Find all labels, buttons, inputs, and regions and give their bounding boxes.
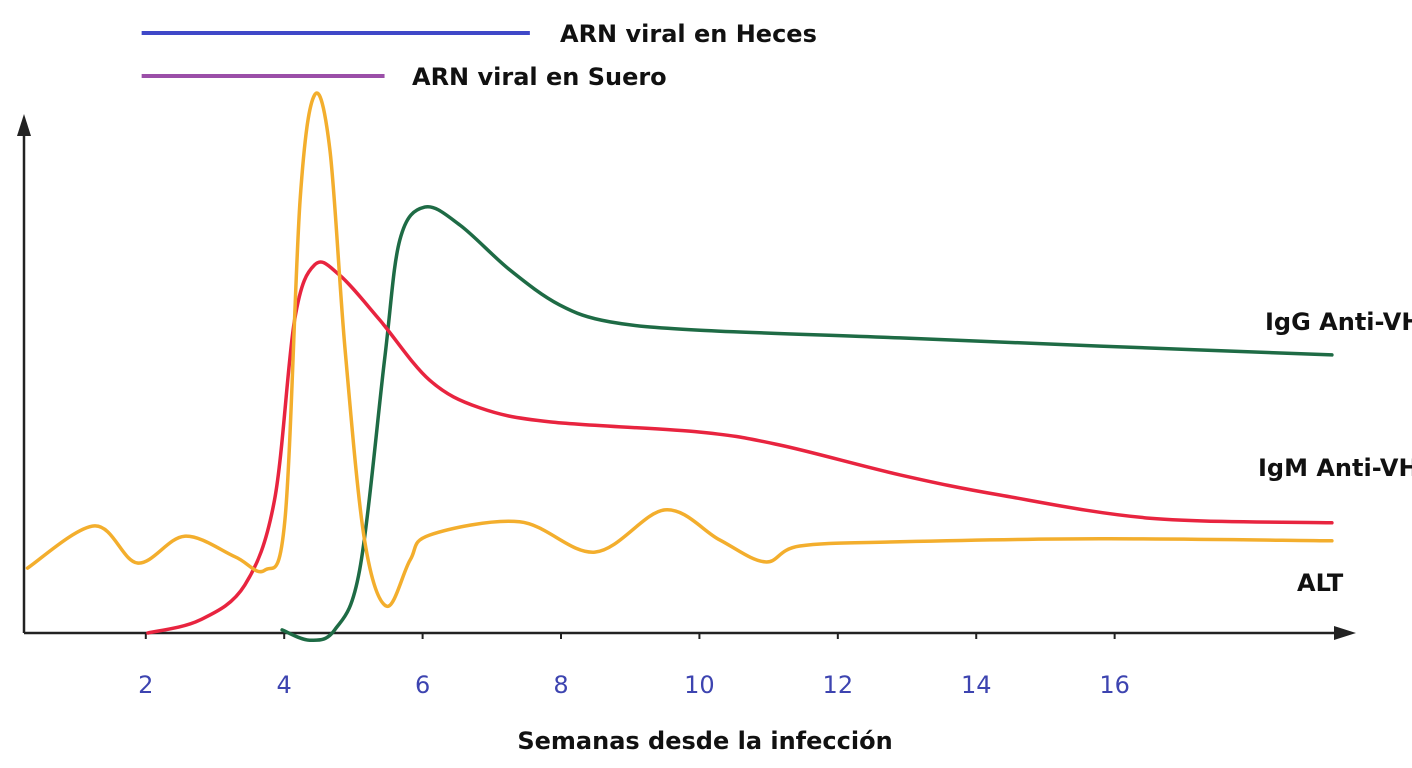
- x-tick-label: 16: [1099, 671, 1130, 699]
- x-tick-label: 8: [553, 671, 568, 699]
- series-line: [280, 204, 1334, 642]
- x-tick-label: 6: [415, 671, 430, 699]
- x-tick-label: 10: [684, 671, 715, 699]
- series-label: ALT: [1297, 569, 1344, 597]
- series-label: IgM Anti-VHE: [1258, 454, 1412, 482]
- series-line: [25, 91, 1334, 608]
- series-label: IgG Anti-VHE: [1265, 308, 1412, 336]
- x-tick-label: 4: [277, 671, 292, 699]
- x-tick-label: 14: [961, 671, 992, 699]
- x-tick-label: 2: [138, 671, 153, 699]
- x-axis-label: Semanas desde la infección: [517, 727, 892, 755]
- series-line: [146, 260, 1334, 635]
- range-label: ARN viral en Heces: [560, 20, 817, 48]
- x-tick-label: 12: [823, 671, 854, 699]
- x-axis-arrow: [1334, 626, 1356, 640]
- y-axis-arrow: [17, 114, 31, 136]
- range-label: ARN viral en Suero: [412, 63, 667, 91]
